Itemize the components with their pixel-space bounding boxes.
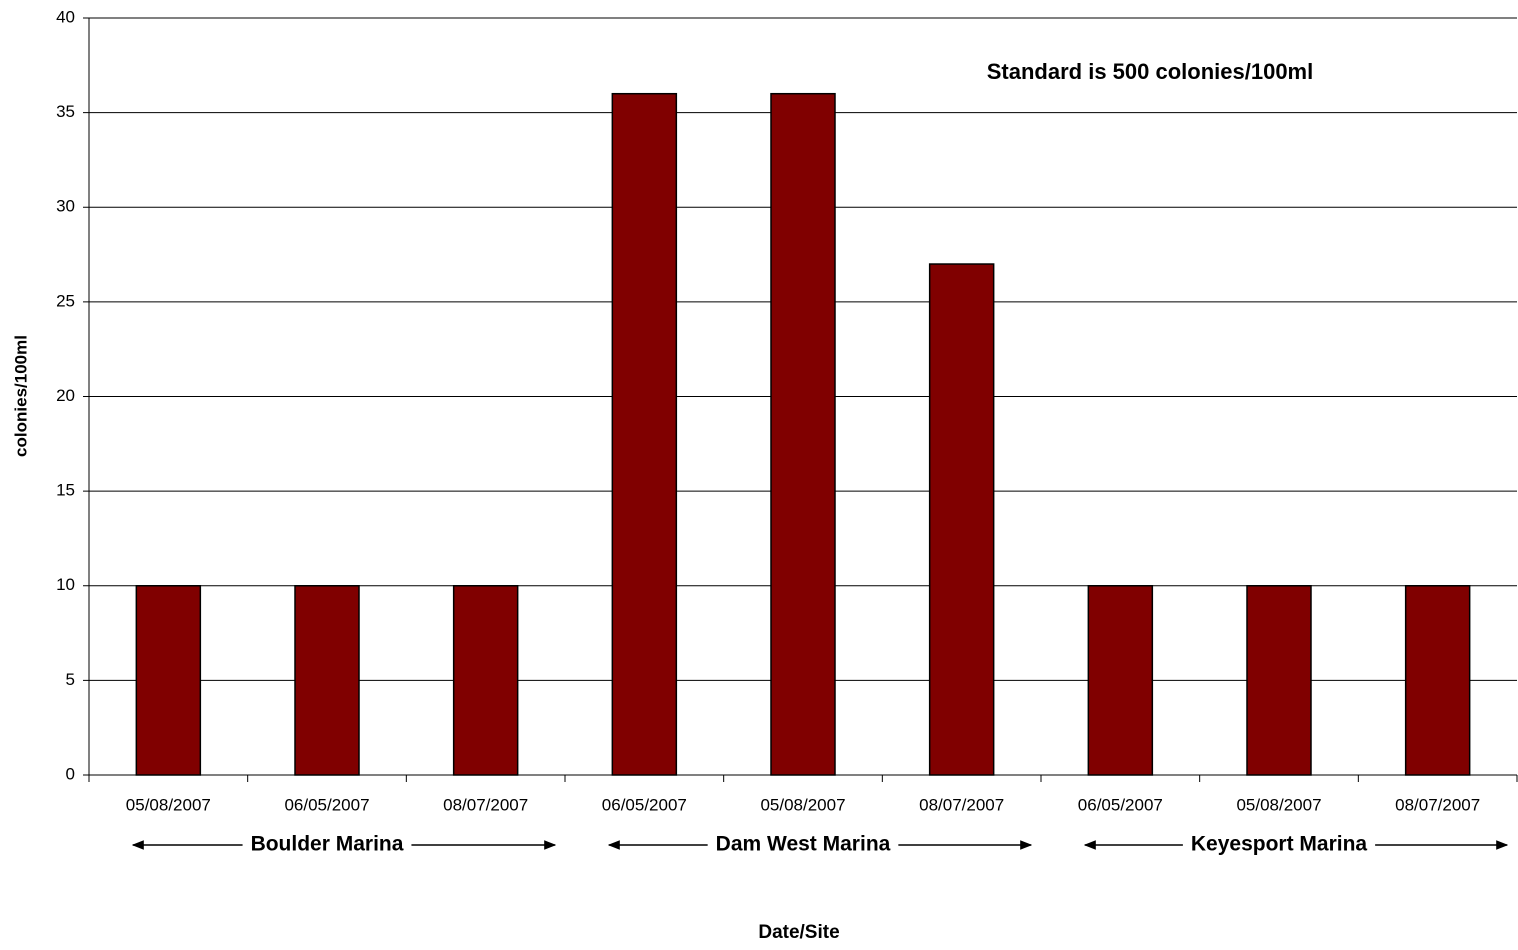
x-tick-label: 05/08/2007	[126, 795, 211, 814]
x-tick-label: 08/07/2007	[443, 795, 528, 814]
y-axis-label: colonies/100ml	[11, 335, 30, 457]
x-tick-label: 05/08/2007	[760, 795, 845, 814]
bar	[611, 92, 678, 776]
bar	[135, 585, 202, 776]
y-tick-label: 30	[56, 197, 75, 216]
annotation: Standard is 500 colonies/100ml	[987, 59, 1313, 84]
bar	[1404, 585, 1471, 776]
bar	[452, 585, 519, 776]
bar	[770, 92, 836, 776]
x-axis-label: Date/Site	[758, 922, 839, 943]
bar	[1087, 585, 1154, 776]
y-tick-label: 15	[56, 481, 75, 500]
group-label: Keyesport Marina	[1191, 833, 1368, 856]
y-tick-label: 5	[66, 670, 75, 689]
y-tick-label: 40	[56, 7, 75, 26]
x-tick-label: 08/07/2007	[1395, 795, 1480, 814]
bar	[928, 263, 995, 776]
group-label: Dam West Marina	[716, 833, 891, 856]
x-tick-label: 06/05/2007	[602, 795, 687, 814]
y-tick-label: 35	[56, 102, 75, 121]
bar	[294, 585, 360, 776]
y-tick-label: 20	[56, 386, 75, 405]
x-tick-label: 08/07/2007	[919, 795, 1004, 814]
x-tick-label: 05/08/2007	[1236, 795, 1321, 814]
x-tick-label: 06/05/2007	[1078, 795, 1163, 814]
x-tick-label: 06/05/2007	[284, 795, 369, 814]
bar	[1246, 585, 1312, 776]
y-tick-label: 0	[66, 764, 75, 783]
y-tick-label: 10	[56, 575, 75, 594]
group-label: Boulder Marina	[251, 833, 404, 856]
y-tick-label: 25	[56, 291, 75, 310]
